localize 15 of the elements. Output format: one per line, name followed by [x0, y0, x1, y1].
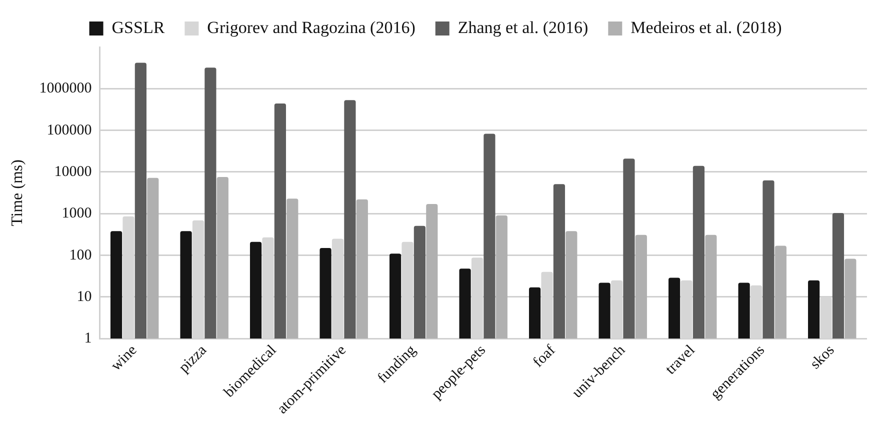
legend-label: Grigorev and Ragozina (2016): [207, 18, 416, 37]
y-tick-label: 1000: [62, 206, 92, 222]
legend-label: Zhang et al. (2016): [458, 18, 588, 37]
y-tick-label: 10: [76, 288, 92, 305]
y-axis-title: Time (ms): [8, 160, 26, 226]
x-tick-label: skos: [808, 342, 838, 372]
y-tick-label: 100: [69, 247, 92, 264]
y-tick-label: 100000: [46, 122, 92, 138]
x-tick-label: wine: [108, 342, 140, 374]
y-tick-label: 1000000: [39, 80, 92, 97]
legend-label: GSSLR: [112, 18, 166, 37]
y-tick-label: 10000: [54, 164, 92, 180]
y-tick-label: 1: [84, 330, 92, 347]
x-tick-label: foaf: [530, 342, 559, 371]
legend-label: Medeiros et al. (2018): [630, 18, 782, 37]
